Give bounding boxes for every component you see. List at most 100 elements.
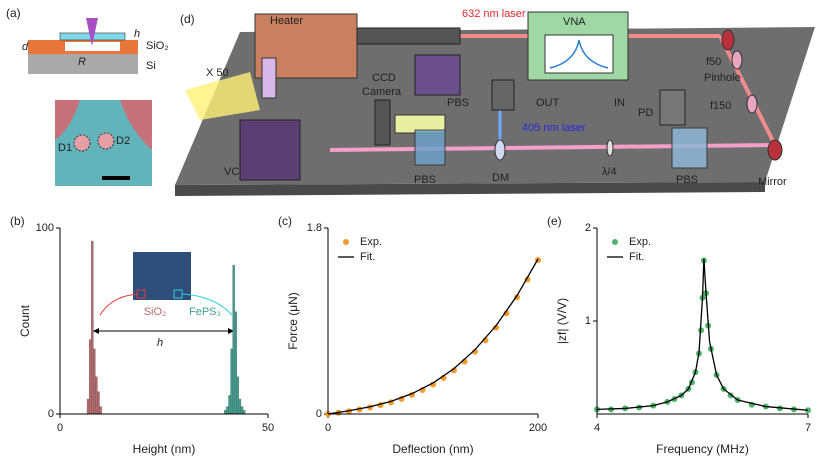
pd [659,89,686,126]
x-tick-label: 200 [529,422,547,434]
component-label: PD [638,107,653,119]
scale-bar [102,176,130,180]
component-label: VC [224,166,239,178]
line [327,258,539,415]
red-laser [356,27,461,45]
y-axis-label: |zf| (V/V) [555,298,569,344]
legend-swatch [343,239,349,245]
micrograph-region [120,100,152,150]
mirror [767,139,783,161]
bar [238,398,242,415]
micrograph-region [55,100,80,140]
legend-label: Fit. [360,251,375,263]
legend-swatch [612,239,618,245]
component-label: f150 [710,100,731,112]
panel-label: (a) [6,6,21,20]
y-tick-label: 1.8 [307,222,322,234]
component-label: PBS [447,97,469,109]
light-cone [185,72,260,120]
x-axis-label: Height (nm) [133,442,196,456]
y-tick-label: 2 [585,222,591,234]
component-label: 405 nm laser [522,122,586,134]
legend-label: Exp. [629,236,651,248]
bar [234,311,237,415]
vna-trace [549,39,609,69]
bar [86,398,90,415]
post [374,99,391,146]
bar [95,376,98,415]
x-tick-label: 4 [594,422,600,434]
bar [99,406,102,415]
drum [73,134,91,152]
series-label: SiO₂ [144,306,167,318]
bar [91,240,94,415]
component-label: PBS [676,174,698,186]
component-label: X 50 [206,67,229,79]
legend-label: Fit. [629,251,644,263]
bar [242,410,246,415]
component-label: PBS [414,174,436,186]
panel-label: (d) [180,12,195,26]
legend-label: Exp. [360,236,382,248]
y-tick-label: 1 [585,315,591,327]
arrow [181,293,233,316]
annotation: h [157,337,163,349]
inset [92,252,235,414]
y-tick-label: 0 [316,408,322,420]
schematic-label: d [22,41,29,53]
drum [97,132,115,150]
y-tick-label: 100 [36,222,54,234]
component-label: DM [492,172,509,184]
table-edge [175,182,765,196]
tip [86,18,98,46]
x-axis-label: Frequency (MHz) [656,442,749,456]
component-label: Camera [362,86,402,98]
y-axis-label: Force (μN) [286,292,300,350]
bar [224,410,227,415]
arrowhead [93,328,99,334]
point [698,327,705,334]
substrate [28,54,138,74]
x-tick-label: 0 [325,422,331,434]
waveplate [606,139,614,157]
component-label: Heater [270,15,303,27]
bar [88,339,92,415]
cavity [65,42,120,51]
drum-label: D2 [116,135,130,147]
vacuum-chamber [239,119,301,181]
panel-label: (b) [10,214,25,228]
blue-laser [491,79,515,111]
component-label: f50 [706,56,721,68]
x-tick-label: 0 [57,422,63,434]
x-axis-label: Deflection (nm) [392,442,473,456]
x-tick-label: 50 [262,422,274,434]
bar [232,265,235,415]
bar [228,395,231,415]
bar [236,376,240,415]
component-label: IN [614,97,625,109]
bar [93,348,96,415]
lens [731,50,743,70]
red-beam [718,35,777,146]
inset-image [133,252,191,300]
schematic-label: SiO₂ [146,40,169,52]
component-label: λ/4 [602,166,617,178]
mirror [721,29,735,51]
panel-d: (d) Heater 632 nm laser VNA f50 Pinhole … [175,8,815,196]
component-label: 632 nm laser [462,8,526,20]
schematic-label: h [134,28,140,40]
dm [494,139,506,161]
x-tick-label: 7 [805,422,811,434]
component-label: CCD [372,72,396,84]
component-label: VNA [563,16,586,28]
component-label: Pinhole [704,72,741,84]
panel-label: (e) [547,214,562,228]
point [472,348,478,355]
point [493,324,499,331]
lens [746,94,758,114]
bar [230,348,233,415]
bar [226,406,229,415]
pbs [671,127,708,169]
component-label: OUT [536,97,560,109]
